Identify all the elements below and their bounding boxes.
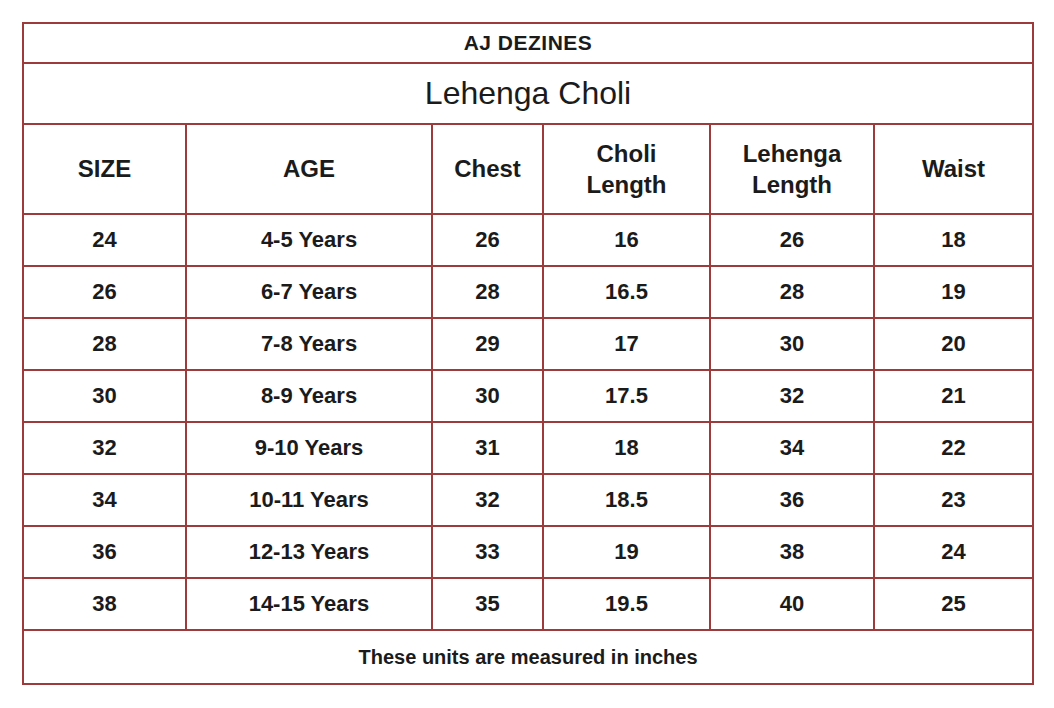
cell-age: 6-7 Years — [186, 266, 432, 318]
cell-age: 14-15 Years — [186, 578, 432, 630]
size-chart-table: AJ DEZINES Lehenga Choli SIZE AGE Chest Cho… — [22, 22, 1034, 685]
product-title: Lehenga Choli — [23, 63, 1033, 124]
cell-lehenga-length: 28 — [710, 266, 874, 318]
cell-lehenga-length: 32 — [710, 370, 874, 422]
column-header-label: Lehenga Length — [743, 138, 842, 200]
cell-chest: 35 — [432, 578, 543, 630]
cell-age: 8-9 Years — [186, 370, 432, 422]
cell-choli-length: 17.5 — [543, 370, 710, 422]
cell-size: 26 — [23, 266, 186, 318]
table-row: 3814-15 Years3519.54025 — [23, 578, 1033, 630]
column-header-lehenga-length: Lehenga Length — [710, 124, 874, 214]
brand-row: AJ DEZINES — [23, 23, 1033, 63]
cell-waist: 20 — [874, 318, 1033, 370]
cell-age: 4-5 Years — [186, 214, 432, 266]
column-header-waist: Waist — [874, 124, 1033, 214]
cell-choli-length: 16 — [543, 214, 710, 266]
cell-waist: 19 — [874, 266, 1033, 318]
cell-chest: 28 — [432, 266, 543, 318]
brand-title: AJ DEZINES — [23, 23, 1033, 63]
column-header-age: AGE — [186, 124, 432, 214]
cell-choli-length: 18.5 — [543, 474, 710, 526]
table-row: 308-9 Years3017.53221 — [23, 370, 1033, 422]
column-header-row: SIZE AGE Chest Choli Length Lehenga Length Wa… — [23, 124, 1033, 214]
column-header-label: Waist — [922, 153, 985, 184]
column-header-size: SIZE — [23, 124, 186, 214]
footnote-row: These units are measured in inches — [23, 630, 1033, 684]
cell-waist: 24 — [874, 526, 1033, 578]
column-header-label: Chest — [454, 153, 521, 184]
cell-size: 34 — [23, 474, 186, 526]
table-row: 329-10 Years31183422 — [23, 422, 1033, 474]
cell-waist: 22 — [874, 422, 1033, 474]
cell-age: 10-11 Years — [186, 474, 432, 526]
cell-chest: 30 — [432, 370, 543, 422]
cell-choli-length: 17 — [543, 318, 710, 370]
product-row: Lehenga Choli — [23, 63, 1033, 124]
cell-size: 30 — [23, 370, 186, 422]
table-row: 3612-13 Years33193824 — [23, 526, 1033, 578]
cell-lehenga-length: 40 — [710, 578, 874, 630]
cell-waist: 23 — [874, 474, 1033, 526]
column-header-label: SIZE — [78, 153, 131, 184]
column-header-choli-length: Choli Length — [543, 124, 710, 214]
cell-lehenga-length: 36 — [710, 474, 874, 526]
cell-chest: 26 — [432, 214, 543, 266]
cell-lehenga-length: 30 — [710, 318, 874, 370]
cell-choli-length: 18 — [543, 422, 710, 474]
cell-choli-length: 19.5 — [543, 578, 710, 630]
cell-size: 36 — [23, 526, 186, 578]
cell-size: 32 — [23, 422, 186, 474]
cell-waist: 21 — [874, 370, 1033, 422]
column-header-label: AGE — [283, 153, 335, 184]
cell-choli-length: 16.5 — [543, 266, 710, 318]
units-footnote: These units are measured in inches — [23, 630, 1033, 684]
cell-age: 7-8 Years — [186, 318, 432, 370]
table-row: 287-8 Years29173020 — [23, 318, 1033, 370]
cell-chest: 31 — [432, 422, 543, 474]
cell-lehenga-length: 26 — [710, 214, 874, 266]
column-header-chest: Chest — [432, 124, 543, 214]
cell-size: 28 — [23, 318, 186, 370]
cell-chest: 29 — [432, 318, 543, 370]
cell-lehenga-length: 38 — [710, 526, 874, 578]
cell-age: 9-10 Years — [186, 422, 432, 474]
table-row: 266-7 Years2816.52819 — [23, 266, 1033, 318]
table-row: 3410-11 Years3218.53623 — [23, 474, 1033, 526]
cell-size: 38 — [23, 578, 186, 630]
cell-waist: 18 — [874, 214, 1033, 266]
size-chart-image: AJ DEZINES Lehenga Choli SIZE AGE Chest Cho… — [0, 0, 1054, 708]
cell-choli-length: 19 — [543, 526, 710, 578]
cell-age: 12-13 Years — [186, 526, 432, 578]
cell-chest: 32 — [432, 474, 543, 526]
cell-chest: 33 — [432, 526, 543, 578]
column-header-label: Choli Length — [587, 138, 667, 200]
cell-lehenga-length: 34 — [710, 422, 874, 474]
cell-size: 24 — [23, 214, 186, 266]
table-row: 244-5 Years26162618 — [23, 214, 1033, 266]
cell-waist: 25 — [874, 578, 1033, 630]
